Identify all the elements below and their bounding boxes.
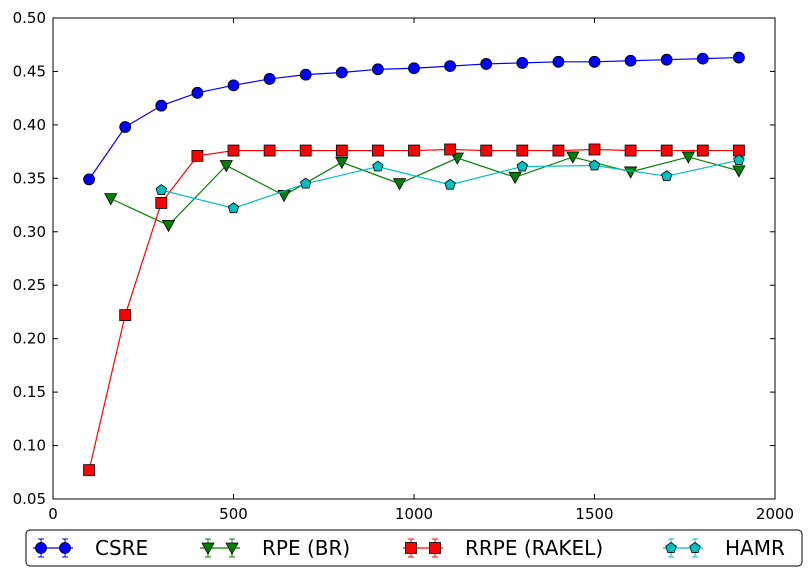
data-point-rrpe-rakel	[624, 144, 637, 157]
x-tick-label: 1500	[575, 505, 613, 523]
data-point-csre	[335, 66, 348, 79]
legend-label-rpe-br: RPE (BR)	[262, 536, 350, 560]
x-tick-label: 0	[48, 505, 58, 523]
data-point-csre	[480, 58, 493, 70]
legend-label-hamr: HAMR	[725, 536, 785, 560]
series-line-rpe-br	[110, 156, 740, 227]
y-tick-label: 0.35	[13, 169, 46, 187]
y-tick-label: 0.10	[13, 437, 46, 455]
data-point-hamr	[516, 160, 529, 172]
series-line-csre	[88, 56, 739, 180]
data-point-rpe-br	[104, 193, 118, 206]
data-point-hamr	[155, 184, 168, 195]
series-line-rrpe-rakel	[88, 148, 739, 471]
data-point-rpe-br	[450, 152, 464, 165]
legend-marker-csre	[59, 542, 71, 554]
data-point-rpe-br	[681, 151, 696, 164]
data-point-hamr	[444, 178, 456, 190]
x-tick-label: 1000	[395, 505, 433, 523]
y-tick-label: 0.50	[13, 9, 46, 27]
data-point-rpe-br	[335, 156, 349, 170]
data-point-csre	[696, 52, 709, 65]
y-tick-label: 0.40	[13, 116, 46, 134]
legend: CSRE RPE (BR) RRPE (RAKEL) HAMR	[25, 529, 803, 567]
plot-frame	[52, 17, 776, 500]
data-point-csre	[660, 53, 673, 66]
legend-marker-hamr	[689, 542, 701, 553]
y-tick-label: 0.15	[13, 383, 46, 401]
legend-label-csre: CSRE	[95, 536, 148, 560]
data-point-rrpe-rakel	[83, 464, 95, 477]
data-point-csre	[263, 73, 276, 85]
data-point-rrpe-rakel	[227, 144, 240, 157]
data-point-hamr	[588, 159, 601, 171]
data-point-csre	[733, 51, 745, 64]
legend-marker-rrpe-rakel	[429, 542, 441, 554]
data-point-rrpe-rakel	[480, 144, 493, 157]
data-point-csre	[191, 86, 204, 99]
data-point-rpe-br	[161, 219, 176, 233]
data-point-hamr	[299, 177, 312, 189]
y-tick-label: 0.45	[13, 62, 46, 80]
data-point-csre	[119, 121, 132, 133]
data-point-rpe-br	[508, 171, 522, 185]
data-point-csre	[408, 62, 420, 75]
data-point-rrpe-rakel	[263, 144, 276, 157]
data-point-csre	[371, 63, 384, 76]
data-point-rrpe-rakel	[660, 144, 673, 157]
data-point-rrpe-rakel	[299, 144, 312, 157]
data-point-rpe-br	[392, 178, 407, 191]
legend-marker-csre	[35, 542, 47, 554]
data-point-rrpe-rakel	[408, 144, 420, 157]
data-point-rrpe-rakel	[335, 144, 348, 157]
plot-area	[83, 51, 746, 477]
x-tick-label: 500	[219, 505, 248, 523]
data-point-csre	[83, 173, 95, 186]
y-tick-label: 0.30	[13, 223, 46, 241]
data-point-csre	[299, 68, 312, 81]
data-point-rrpe-rakel	[191, 149, 204, 162]
x-tick-label: 2000	[756, 505, 794, 523]
legend-marker-hamr	[665, 542, 677, 553]
data-point-hamr	[372, 160, 384, 172]
data-point-hamr	[660, 170, 673, 182]
data-point-rpe-br	[732, 165, 746, 178]
data-point-csre	[227, 79, 240, 92]
legend-marker-rrpe-rakel	[405, 542, 417, 554]
data-point-rrpe-rakel	[119, 309, 132, 322]
data-point-rrpe-rakel	[516, 144, 529, 157]
data-point-csre	[155, 99, 168, 112]
data-point-csre	[516, 56, 529, 69]
data-point-rrpe-rakel	[155, 197, 168, 209]
legend-label-rrpe-rakel: RRPE (RAKEL)	[465, 536, 603, 560]
data-point-csre	[624, 54, 637, 67]
data-point-hamr	[733, 154, 745, 166]
data-point-rrpe-rakel	[444, 143, 457, 156]
y-tick-label: 0.05	[13, 490, 46, 508]
data-point-rrpe-rakel	[696, 144, 709, 157]
y-tick-label: 0.20	[13, 330, 46, 348]
y-tick-label: 0.25	[13, 276, 46, 294]
data-point-csre	[552, 55, 565, 68]
data-point-rpe-br	[623, 166, 638, 179]
legend-marker-rpe-br	[225, 542, 239, 555]
data-point-csre	[588, 55, 601, 68]
data-point-rrpe-rakel	[371, 144, 384, 157]
data-point-rrpe-rakel	[552, 144, 565, 157]
data-point-rpe-br	[219, 160, 233, 173]
data-point-hamr	[227, 202, 240, 214]
data-point-csre	[444, 60, 457, 72]
axes: 0 500 1000 1500 2000 0.05 0.10 0.15 0.20 0.25 0.30…	[13, 9, 795, 523]
data-point-rrpe-rakel	[588, 143, 601, 156]
legend-marker-rpe-br	[201, 542, 215, 555]
data-point-rpe-br	[566, 151, 580, 164]
